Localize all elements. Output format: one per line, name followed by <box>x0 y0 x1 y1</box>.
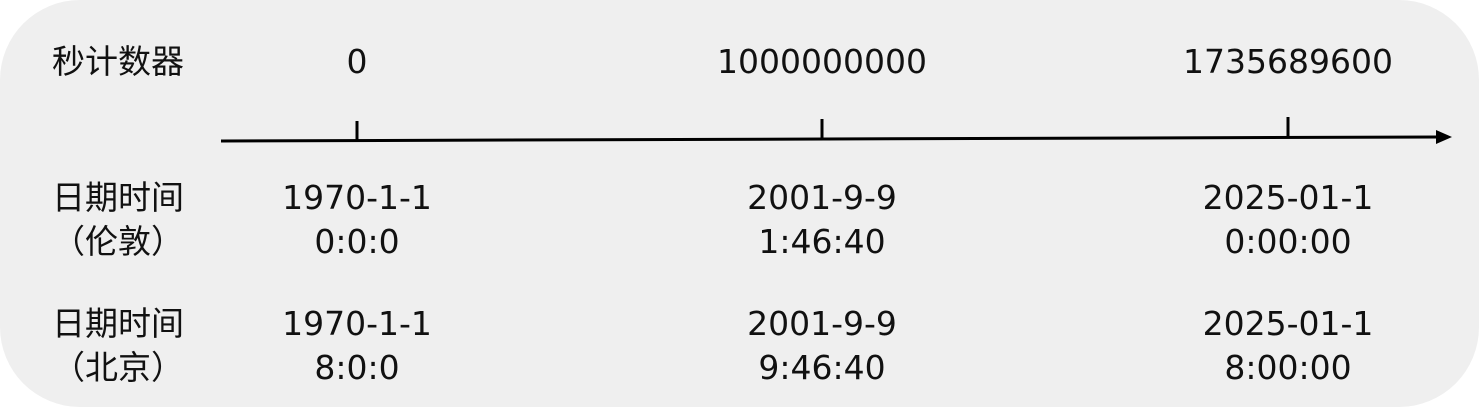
beijing-datetime-1: 2001-9-9 9:46:40 <box>747 302 897 390</box>
beijing-time-2: 8:00:00 <box>1224 348 1352 387</box>
london-datetime-0: 1970-1-1 0:0:0 <box>282 176 432 264</box>
row-label-seconds-counter: 秒计数器 <box>52 42 184 81</box>
london-time-0: 0:0:0 <box>314 222 400 261</box>
beijing-datetime-2: 2025-01-1 8:00:00 <box>1203 302 1374 390</box>
beijing-datetime-0: 1970-1-1 8:0:0 <box>282 302 432 390</box>
row-label-london-line2: （伦敦） <box>52 222 184 261</box>
seconds-value-1: 1000000000 <box>717 42 927 81</box>
london-time-2: 0:00:00 <box>1224 222 1352 261</box>
beijing-date-2: 2025-01-1 <box>1202 304 1374 343</box>
beijing-time-1: 9:46:40 <box>758 348 886 387</box>
london-datetime-1: 2001-9-9 1:46:40 <box>747 176 897 264</box>
beijing-date-1: 2001-9-9 <box>747 304 897 343</box>
row-label-datetime-london: 日期时间 （伦敦） <box>38 176 198 264</box>
seconds-value-0: 0 <box>346 42 368 81</box>
london-date-0: 1970-1-1 <box>282 178 432 217</box>
row-label-beijing-line1: 日期时间 <box>52 304 184 343</box>
london-datetime-2: 2025-01-1 0:00:00 <box>1203 176 1374 264</box>
axis-line <box>220 135 1441 143</box>
seconds-value-2: 1735689600 <box>1183 42 1393 81</box>
london-time-1: 1:46:40 <box>758 222 886 261</box>
row-label-datetime-beijing: 日期时间 （北京） <box>38 302 198 390</box>
beijing-date-0: 1970-1-1 <box>282 304 432 343</box>
row-label-london-line1: 日期时间 <box>52 178 184 217</box>
row-label-beijing-line2: （北京） <box>52 348 184 387</box>
london-date-1: 2001-9-9 <box>747 178 897 217</box>
london-date-2: 2025-01-1 <box>1202 178 1374 217</box>
beijing-time-0: 8:0:0 <box>314 348 400 387</box>
axis-arrowhead <box>1436 130 1452 144</box>
